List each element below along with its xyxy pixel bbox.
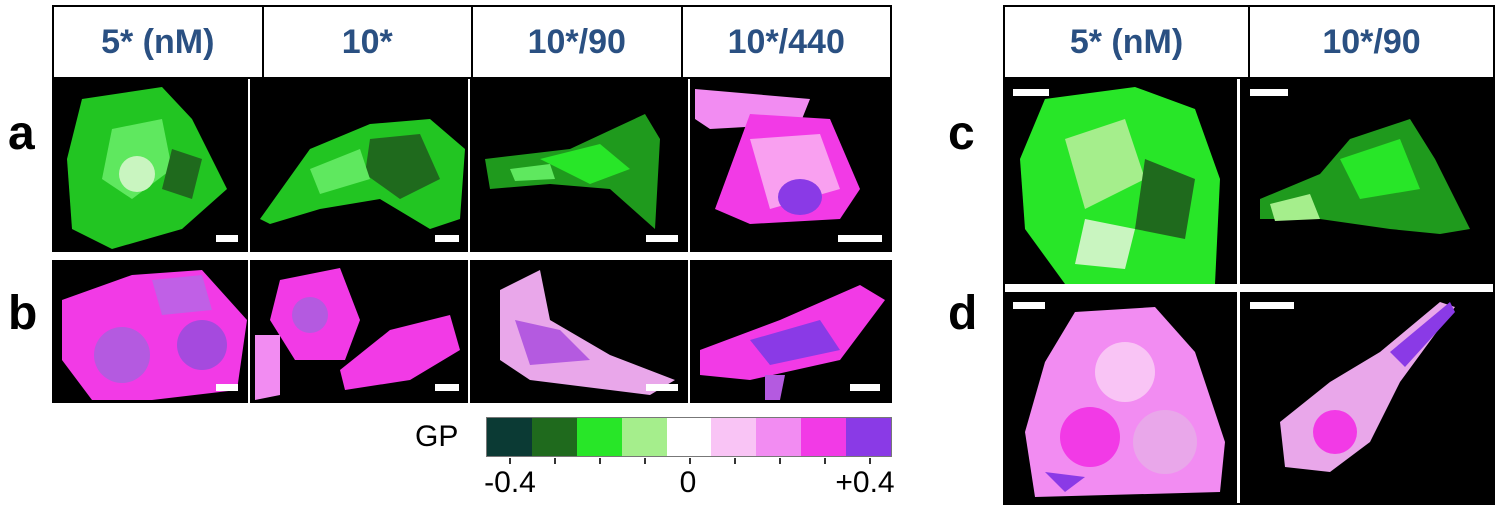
colorbar-tick xyxy=(734,458,737,464)
colorbar-tick-label-max: +0.4 xyxy=(835,466,895,499)
left-header-row: 5* (nM) 10* 10*/90 10*/440 xyxy=(52,5,892,79)
colorbar-tick xyxy=(689,458,691,464)
colorbar-swatch-4 xyxy=(621,418,667,456)
gp-colorbar xyxy=(486,417,892,457)
right-header-col-2: 10*/90 xyxy=(1248,7,1493,77)
colorbar-swatch-3 xyxy=(576,418,622,456)
panel-label-b: b xyxy=(8,287,38,340)
colorbar-swatch-1 xyxy=(487,418,532,456)
colorbar-swatch-5 xyxy=(666,418,712,456)
image-a-3 xyxy=(470,79,688,252)
image-c-2 xyxy=(1240,79,1493,284)
colorbar-tick-label-min: -0.4 xyxy=(484,466,536,499)
colorbar-tick xyxy=(779,458,782,464)
image-d-1 xyxy=(1005,292,1237,503)
image-d-2 xyxy=(1240,292,1493,503)
right-header-col-1: 5* (nM) xyxy=(1069,22,1184,61)
colorbar-tick xyxy=(598,458,601,464)
image-a-2 xyxy=(250,79,468,252)
colorbar-tick-label-zero: 0 xyxy=(679,466,697,499)
image-c-1 xyxy=(1005,79,1237,284)
right-panel-frame xyxy=(1003,5,1495,505)
colorbar-swatch-6 xyxy=(711,418,757,456)
colorbar-swatch-9 xyxy=(846,418,892,456)
header-col-1: 5* (nM) xyxy=(101,22,215,61)
colorbar-swatch-7 xyxy=(756,418,802,456)
panel-label-a: a xyxy=(8,107,35,160)
image-b-3 xyxy=(470,260,688,403)
header-col-3: 10*/90 xyxy=(471,7,681,77)
image-b-2 xyxy=(250,260,468,403)
colorbar-tick xyxy=(869,458,872,464)
image-a-1 xyxy=(52,79,248,252)
colorbar-swatch-2 xyxy=(531,418,577,456)
colorbar-tick xyxy=(643,458,646,464)
colorbar-tick xyxy=(508,458,511,464)
right-header-row: 5* (nM) 10*/90 xyxy=(1003,5,1495,79)
header-col-2: 10* xyxy=(261,7,472,77)
header-col-4: 10*/440 xyxy=(680,7,891,77)
row-separator xyxy=(52,252,892,260)
image-b-4 xyxy=(690,260,892,403)
image-b-1 xyxy=(52,260,248,403)
row-separator-right xyxy=(1005,284,1493,292)
panel-label-c: c xyxy=(948,107,975,160)
right-col-separator xyxy=(1237,79,1240,503)
colorbar-label: GP xyxy=(415,420,459,453)
colorbar-swatch-8 xyxy=(801,418,847,456)
panel-label-d: d xyxy=(948,287,978,340)
colorbar-tick xyxy=(824,458,827,464)
image-a-4 xyxy=(690,79,892,252)
colorbar-tick xyxy=(553,458,556,464)
